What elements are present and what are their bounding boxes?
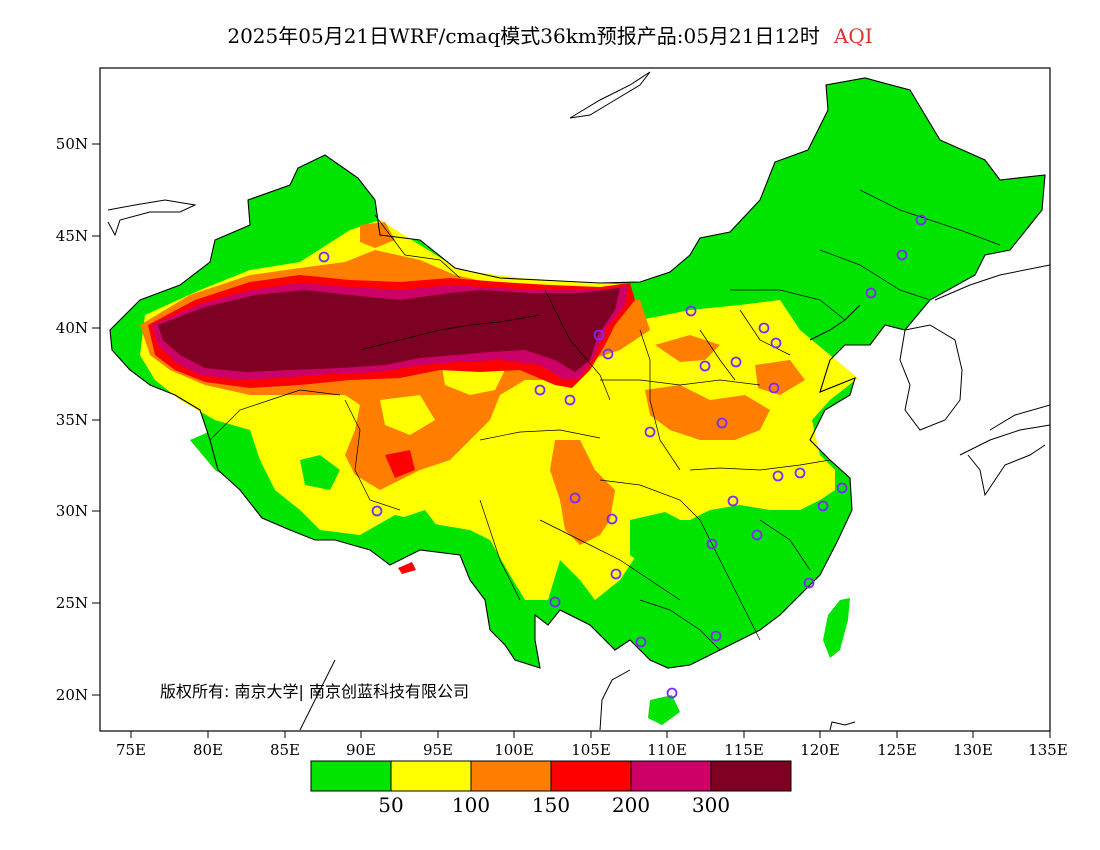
station-marker	[865, 287, 877, 299]
aqi-zone-good	[190, 425, 255, 485]
colorbar-swatch	[390, 760, 472, 792]
lat-label: 50N	[56, 135, 88, 153]
station-marker	[770, 337, 782, 349]
lat-label: 25N	[56, 594, 88, 612]
station-marker	[730, 356, 742, 368]
colorbar	[310, 760, 792, 792]
title-variable: AQI	[833, 24, 873, 48]
copyright-text: 版权所有: 南京大学| 南京创蓝科技有限公司	[160, 682, 469, 701]
station-marker	[635, 636, 647, 648]
station-marker	[710, 630, 722, 642]
lon-label: 120E	[800, 741, 840, 759]
colorbar-label: 150	[532, 793, 570, 817]
station-marker	[768, 382, 780, 394]
province-boundaries	[209, 189, 1001, 651]
colorbar-swatch	[710, 760, 792, 792]
station-marker	[896, 249, 908, 261]
station-marker	[772, 470, 784, 482]
aqi-zone-sensitive	[360, 222, 395, 248]
lon-label: 90E	[346, 741, 376, 759]
coastlines	[107, 71, 1050, 731]
aqi-zone-good	[240, 228, 300, 262]
station-marker	[758, 322, 770, 334]
aqi-zone-sensitive	[645, 385, 770, 440]
colorbar-swatch	[630, 760, 712, 792]
aqi-zone-good	[648, 695, 680, 725]
colorbar-swatch	[550, 760, 632, 792]
lat-label: 40N	[56, 319, 88, 337]
station-marker	[727, 495, 739, 507]
lat-label: 35N	[56, 411, 88, 429]
station-marker	[610, 568, 622, 580]
aqi-zone-good	[300, 455, 340, 490]
colorbar-label: 100	[452, 793, 490, 817]
aqi-zone-hazardous	[158, 288, 620, 372]
lon-label: 85E	[270, 741, 300, 759]
lon-label: 115E	[724, 741, 764, 759]
map-content	[100, 68, 1050, 731]
lon-label: 75E	[116, 741, 146, 759]
aqi-zone-unhealthy	[385, 450, 415, 478]
lon-label: 135E	[1028, 741, 1068, 759]
aqi-zone-sensitive	[550, 440, 615, 545]
station-marker	[534, 384, 546, 396]
map-title: 2025年05月21日WRF/cmaq模式36km预报产品:05月21日12时 A…	[0, 20, 1100, 49]
station-marker	[371, 505, 383, 517]
lon-label: 80E	[193, 741, 223, 759]
station-marker	[606, 513, 618, 525]
aqi-zone-good	[630, 512, 690, 570]
title-main: 2025年05月21日WRF/cmaq模式36km预报产品:05月21日12时	[227, 24, 820, 48]
station-marker	[915, 214, 927, 226]
national-border	[109, 77, 1046, 669]
station-marker	[593, 329, 605, 341]
station-markers	[318, 214, 927, 699]
colorbar-swatch	[470, 760, 552, 792]
station-marker	[706, 538, 718, 550]
station-marker	[602, 348, 614, 360]
lon-label: 105E	[571, 741, 611, 759]
colorbar-label: 50	[378, 793, 403, 817]
aqi-zone-sensitive	[655, 335, 720, 362]
station-marker	[794, 467, 806, 479]
aqi-zone-moderate	[380, 395, 435, 435]
lon-label: 125E	[877, 741, 917, 759]
station-marker	[803, 577, 815, 589]
station-marker	[685, 305, 697, 317]
station-marker	[666, 687, 678, 699]
aqi-zone-unhealthy	[398, 562, 416, 574]
station-marker	[644, 426, 656, 438]
station-marker	[836, 482, 848, 494]
colorbar-label: 300	[692, 793, 730, 817]
lon-label: 100E	[494, 741, 534, 759]
station-marker	[318, 251, 330, 263]
lat-label: 30N	[56, 502, 88, 520]
lat-ticks	[92, 143, 100, 696]
colorbar-label: 200	[612, 793, 650, 817]
aqi-zone-sensitive	[755, 360, 805, 395]
station-marker	[699, 360, 711, 372]
lon-label: 95E	[423, 741, 453, 759]
colorbar-swatch	[310, 760, 392, 792]
lat-label: 20N	[56, 686, 88, 704]
aqi-zone-good	[823, 598, 850, 658]
station-marker	[564, 394, 576, 406]
lon-ticks	[130, 731, 1051, 738]
station-marker	[751, 529, 763, 541]
lon-label: 110E	[647, 741, 687, 759]
station-marker	[817, 500, 829, 512]
aqi-zone-good	[395, 510, 440, 545]
station-marker	[569, 492, 581, 504]
station-marker	[716, 417, 728, 429]
map-frame	[99, 67, 1051, 732]
lat-label: 45N	[56, 227, 88, 245]
lon-label: 130E	[953, 741, 993, 759]
station-marker	[549, 596, 561, 608]
